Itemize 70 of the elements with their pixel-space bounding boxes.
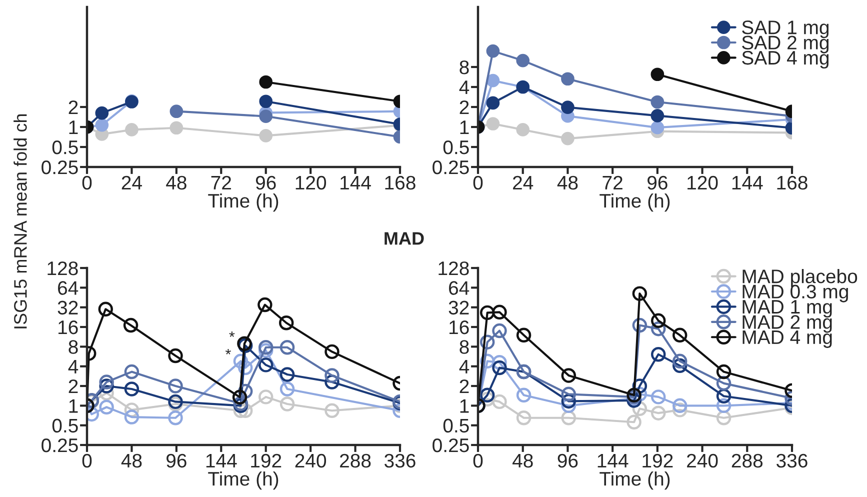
y-tick-label: 0.5 (443, 140, 469, 154)
x-tick-label: 0 (82, 176, 92, 190)
x-tick-label: 240 (295, 454, 326, 468)
x-tick-label: 0 (473, 176, 483, 190)
y-tick-label: 4 (68, 360, 78, 374)
x-tick-label: 144 (732, 176, 763, 190)
y-tick-label: 0.5 (443, 418, 469, 433)
x-tick-label: 96 (166, 454, 186, 468)
x-tick-label: 48 (557, 176, 578, 190)
y-tick-label: 1 (69, 399, 78, 413)
x-tick-label: 24 (513, 176, 534, 190)
y-tick-label: 16 (58, 320, 78, 334)
y-tick-label: 8 (460, 60, 469, 74)
y-tick-label: 16 (450, 320, 469, 334)
x-tick-label: 336 (384, 454, 416, 468)
y-tick-label: 128 (438, 261, 469, 276)
y-axis-title: ISG15 mRNA mean fold ch (14, 114, 27, 328)
x-axis-title: Time (h) (600, 193, 670, 212)
x-tick-label: 168 (385, 176, 416, 190)
x-tick-label: 192 (251, 454, 282, 468)
x-tick-label: 336 (776, 454, 808, 468)
x-tick-label: 48 (512, 454, 533, 468)
x-axis-title: Time (h) (208, 193, 278, 212)
y-tick-label: 0.5 (52, 140, 78, 154)
x-tick-label: 120 (688, 176, 718, 190)
annotation: * (229, 332, 235, 337)
y-tick-label: 32 (448, 300, 469, 315)
x-tick-label: 240 (687, 454, 718, 468)
y-tick-label: 0.25 (42, 160, 78, 174)
y-tick-label: 1 (460, 120, 469, 134)
x-tick-label: 48 (166, 176, 186, 190)
y-tick-label: 0.25 (42, 438, 78, 452)
x-tick-label: 192 (642, 454, 673, 468)
x-tick-label: 72 (211, 176, 231, 190)
x-tick-label: 0 (82, 454, 92, 468)
y-tick-label: 32 (58, 300, 78, 315)
annotation: * (225, 349, 231, 354)
x-tick-label: 144 (206, 454, 237, 468)
y-tick-label: 0.25 (432, 438, 469, 452)
x-tick-label: 288 (732, 454, 763, 468)
x-tick-label: 96 (256, 176, 276, 190)
x-tick-label: 96 (648, 176, 668, 190)
y-tick-label: 128 (48, 261, 78, 276)
x-tick-label: 120 (296, 176, 326, 190)
y-tick-label: 0.25 (432, 160, 469, 174)
chart-title: MAD (384, 232, 424, 245)
y-tick-label: 2 (68, 100, 78, 114)
y-tick-label: 0.5 (52, 418, 78, 433)
x-tick-label: 288 (340, 454, 371, 468)
x-tick-label: 168 (777, 176, 808, 190)
y-tick-label: 1 (460, 399, 469, 413)
y-tick-label: 2 (460, 100, 469, 114)
y-tick-label: 4 (459, 360, 470, 374)
x-tick-label: 72 (602, 176, 622, 190)
y-tick-label: 2 (460, 379, 469, 394)
x-axis-title: Time (h) (600, 471, 670, 490)
y-tick-label: 2 (68, 379, 78, 394)
x-axis-title: Time (h) (208, 471, 278, 490)
y-tick-label: 64 (58, 281, 78, 295)
x-tick-label: 144 (340, 176, 371, 190)
y-tick-label: 4 (459, 80, 470, 94)
x-tick-label: 144 (598, 454, 628, 468)
x-tick-label: 24 (122, 176, 142, 190)
x-tick-label: 0 (473, 454, 483, 468)
y-tick-label: 1 (69, 120, 78, 134)
x-tick-label: 48 (121, 454, 142, 468)
y-tick-label: 8 (68, 340, 78, 354)
y-tick-label: 8 (460, 340, 469, 354)
x-tick-label: 96 (558, 454, 578, 468)
y-tick-label: 64 (449, 281, 470, 295)
